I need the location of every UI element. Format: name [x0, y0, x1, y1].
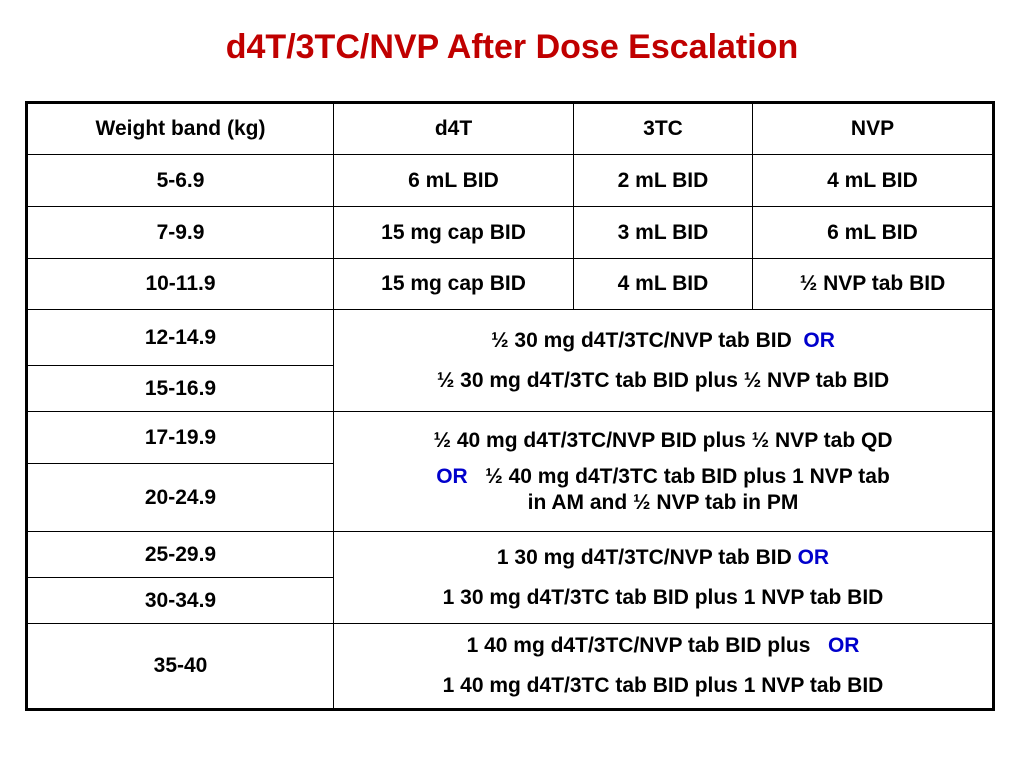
regimen-line: ½ 30 mg d4T/3TC tab BID plus ½ NVP tab B…: [436, 368, 890, 392]
or-label: OR: [797, 545, 830, 569]
table-row: 7-9.9 15 mg cap BID 3 mL BID 6 mL BID: [25, 206, 995, 259]
regimen-line: in AM and ½ NVP tab in PM: [527, 490, 799, 514]
weight-band-cell: 25-29.9: [25, 531, 334, 578]
3tc-dose-cell: 2 mL BID: [573, 154, 753, 207]
regimen-line: OR ½ 40 mg d4T/3TC tab BID plus 1 NVP ta…: [338, 464, 988, 490]
regimen-line: ½ 30 mg d4T/3TC/NVP tab BID OR: [338, 328, 988, 354]
dosing-table: Weight band (kg) d4T 3TC NVP 5-6.9 6 mL …: [25, 101, 995, 711]
nvp-dose-cell: 4 mL BID: [752, 154, 995, 207]
table-row: 12-14.9 ½ 30 mg d4T/3TC/NVP tab BID OR ½…: [25, 309, 995, 412]
weight-band-cell: 17-19.9: [25, 411, 334, 464]
table-row: 17-19.9 ½ 40 mg d4T/3TC/NVP BID plus ½ N…: [25, 411, 995, 532]
table-row: 20-24.9: [25, 463, 994, 532]
table-row: 5-6.9 6 mL BID 2 mL BID 4 mL BID: [25, 154, 995, 207]
weight-band-cell: 10-11.9: [25, 258, 334, 310]
combined-regimen-cell: ½ 40 mg d4T/3TC/NVP BID plus ½ NVP tab Q…: [333, 411, 995, 532]
header-3tc: 3TC: [573, 101, 753, 155]
nvp-dose-cell: ½ NVP tab BID: [752, 258, 995, 310]
combined-regimen-cell: 1 30 mg d4T/3TC/NVP tab BID OR 1 30 mg d…: [333, 531, 995, 624]
weight-band-cell: 15-16.9: [25, 365, 334, 412]
page-title: d4T/3TC/NVP After Dose Escalation: [225, 28, 799, 66]
d4t-dose-cell: 6 mL BID: [333, 154, 574, 207]
table-row: 15-16.9: [25, 365, 994, 412]
regimen-line: 1 40 mg d4T/3TC/NVP tab BID plus OR: [338, 633, 988, 659]
regimen-line-text: 1 40 mg d4T/3TC/NVP tab BID plus: [466, 634, 811, 657]
table-row: 10-11.9 15 mg cap BID 4 mL BID ½ NVP tab…: [25, 258, 995, 310]
weight-band-cell: 12-14.9: [25, 309, 334, 366]
weight-band-cell: 7-9.9: [25, 206, 334, 259]
3tc-dose-cell: 4 mL BID: [573, 258, 753, 310]
header-nvp: NVP: [752, 101, 995, 155]
regimen-line-text: ½ 40 mg d4T/3TC tab BID plus 1 NVP tab: [485, 464, 890, 488]
header-weight-band: Weight band (kg): [25, 101, 334, 155]
weight-band-cell: 5-6.9: [25, 154, 334, 207]
weight-band-cell: 20-24.9: [25, 463, 334, 532]
or-label: OR: [827, 634, 860, 657]
combined-regimen-cell: ½ 30 mg d4T/3TC/NVP tab BID OR ½ 30 mg d…: [333, 309, 995, 412]
table-row: 35-40 1 40 mg d4T/3TC/NVP tab BID plus O…: [25, 623, 995, 711]
or-label: OR: [803, 328, 835, 352]
regimen-line: ½ 40 mg d4T/3TC/NVP BID plus ½ NVP tab Q…: [433, 428, 893, 452]
regimen-line: 1 30 mg d4T/3TC/NVP tab BID OR: [338, 545, 988, 571]
weight-band-cell: 30-34.9: [25, 577, 334, 624]
regimen-line-text: ½ 30 mg d4T/3TC/NVP tab BID: [491, 328, 792, 352]
regimen-line-text: 1 30 mg d4T/3TC/NVP tab BID: [496, 545, 792, 569]
or-label: OR: [436, 464, 468, 488]
weight-band-cell: 35-40: [25, 623, 334, 711]
3tc-dose-cell: 3 mL BID: [573, 206, 753, 259]
table-header-row: Weight band (kg) d4T 3TC NVP: [25, 101, 995, 155]
d4t-dose-cell: 15 mg cap BID: [333, 258, 574, 310]
regimen-line: 1 30 mg d4T/3TC tab BID plus 1 NVP tab B…: [442, 585, 884, 609]
header-d4t: d4T: [333, 101, 574, 155]
d4t-dose-cell: 15 mg cap BID: [333, 206, 574, 259]
combined-regimen-cell: 1 40 mg d4T/3TC/NVP tab BID plus OR 1 40…: [333, 623, 995, 711]
nvp-dose-cell: 6 mL BID: [752, 206, 995, 259]
table-row: 25-29.9 1 30 mg d4T/3TC/NVP tab BID OR 1…: [25, 531, 995, 624]
regimen-line: 1 40 mg d4T/3TC tab BID plus 1 NVP tab B…: [442, 674, 884, 697]
